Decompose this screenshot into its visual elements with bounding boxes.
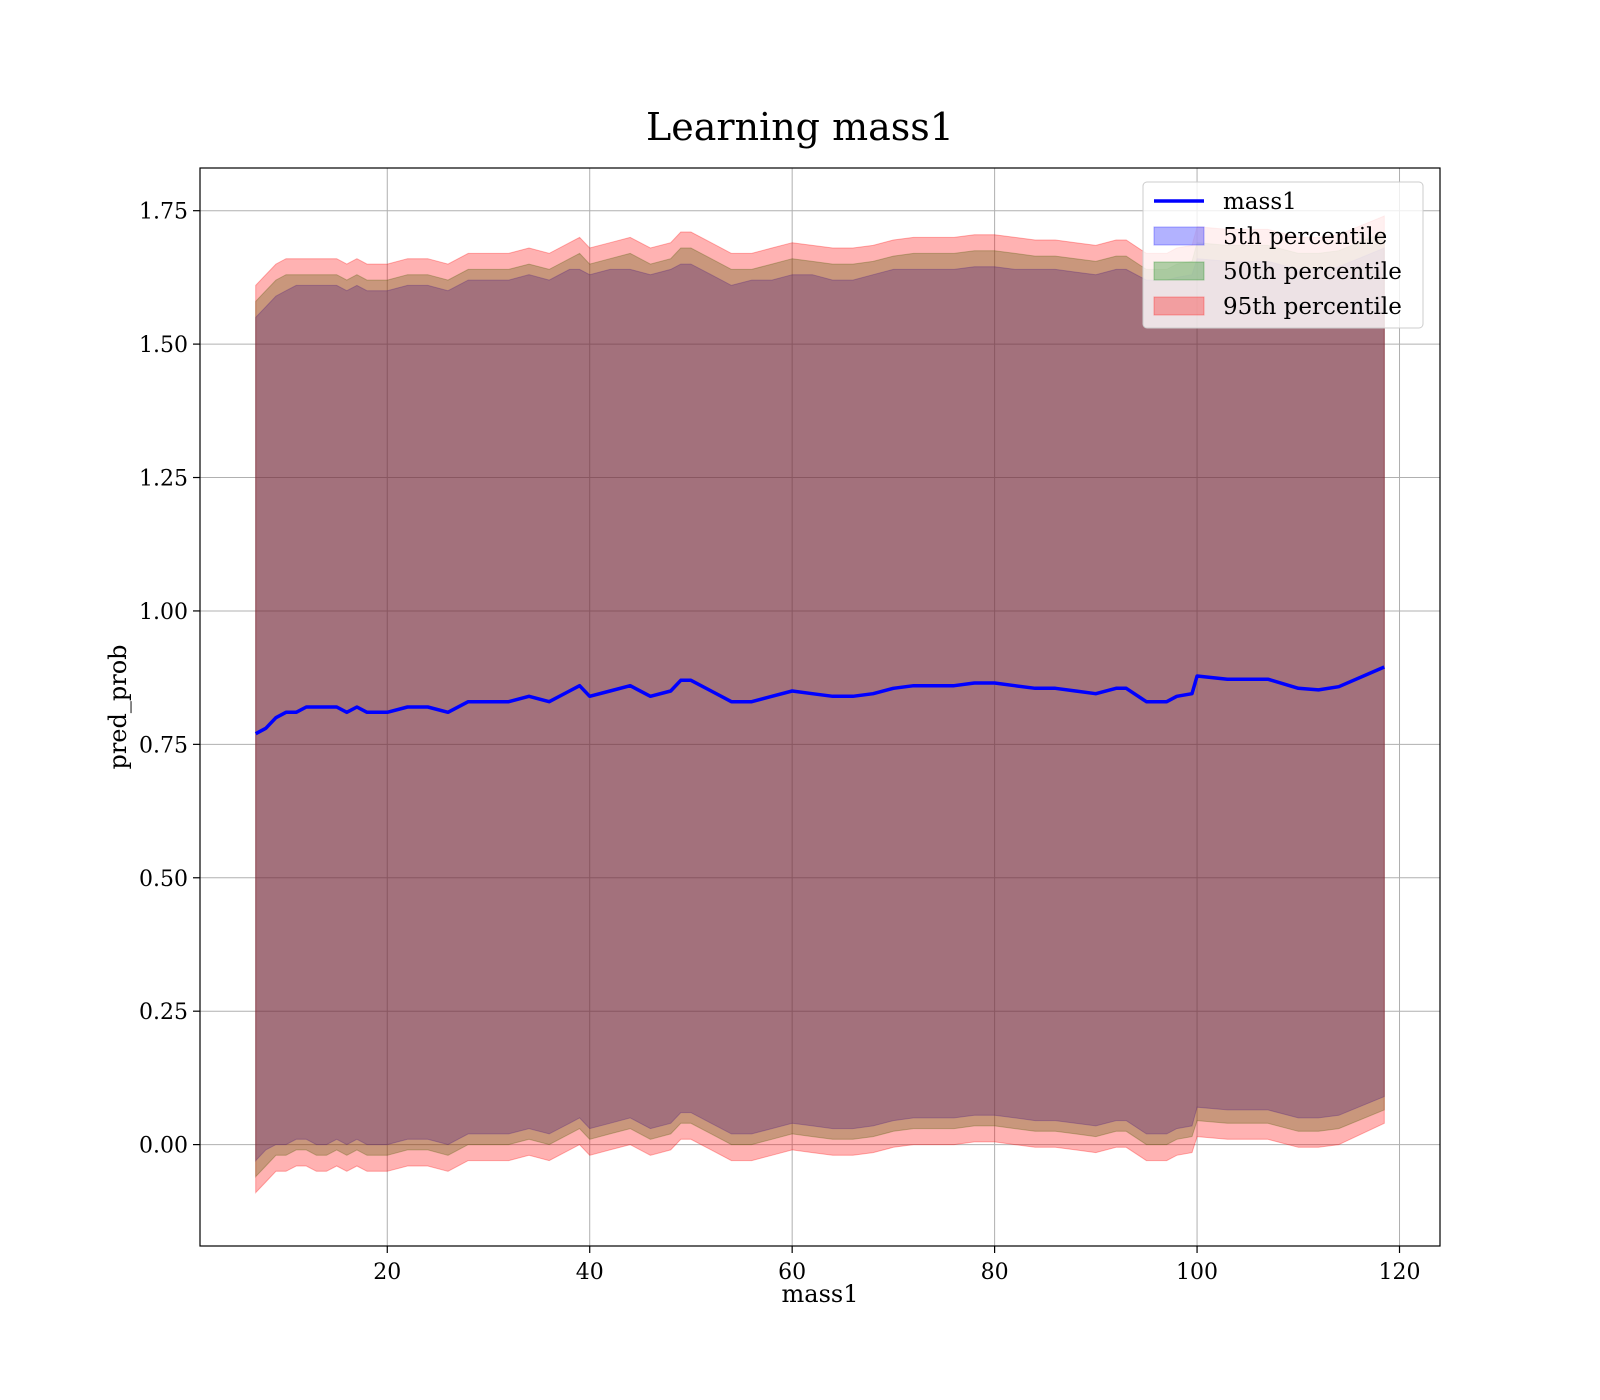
legend-swatch-5th-percentile (1153, 226, 1205, 246)
y-tick-label: 0.25 (139, 1000, 188, 1025)
legend-label: 5th percentile (1223, 224, 1387, 250)
x-tick-label: 100 (1176, 1260, 1218, 1285)
x-tick-label: 80 (981, 1260, 1009, 1285)
x-tick-label: 60 (778, 1260, 806, 1285)
y-tick-label: 1.00 (139, 600, 188, 625)
y-tick-label: 0.00 (139, 1134, 188, 1159)
x-axis-label: mass1 (782, 1280, 859, 1308)
legend: mass1 5th percentile 50th percentile 95th p… (1142, 181, 1424, 329)
grid-lines (200, 168, 1440, 1246)
x-axis: 20 40 60 80 100 120 (373, 1246, 1421, 1285)
band-5th-percentile (255, 247, 1385, 1162)
y-axis-label: pred_prob (104, 644, 132, 769)
chart-title: Learning mass1 (646, 105, 954, 149)
y-tick-label: 1.50 (139, 333, 188, 358)
legend-swatch-50th-percentile (1153, 261, 1205, 281)
y-tick-label: 1.75 (139, 200, 188, 225)
bands (255, 215, 1385, 1194)
plot-frame (199, 167, 1441, 1247)
legend-swatch-95th-percentile (1153, 296, 1205, 316)
legend-label: mass1 (1223, 189, 1297, 215)
x-tick-label: 20 (373, 1260, 401, 1285)
y-tick-label: 1.25 (139, 467, 188, 492)
y-axis: 0.00 0.25 0.50 0.75 1.00 1.25 1.50 1.75 (139, 200, 200, 1159)
x-tick-label: 120 (1379, 1260, 1421, 1285)
band-95th-percentile (255, 215, 1385, 1194)
legend-box (1142, 181, 1424, 329)
x-tick-label: 40 (576, 1260, 604, 1285)
legend-label: 95th percentile (1223, 294, 1402, 320)
series-lines (254, 665, 1385, 736)
line-mass1 (254, 665, 1385, 736)
y-tick-label: 0.75 (139, 733, 188, 758)
y-tick-label: 0.50 (139, 867, 188, 892)
legend-label: 50th percentile (1223, 259, 1402, 285)
band-50th-percentile (255, 231, 1385, 1178)
